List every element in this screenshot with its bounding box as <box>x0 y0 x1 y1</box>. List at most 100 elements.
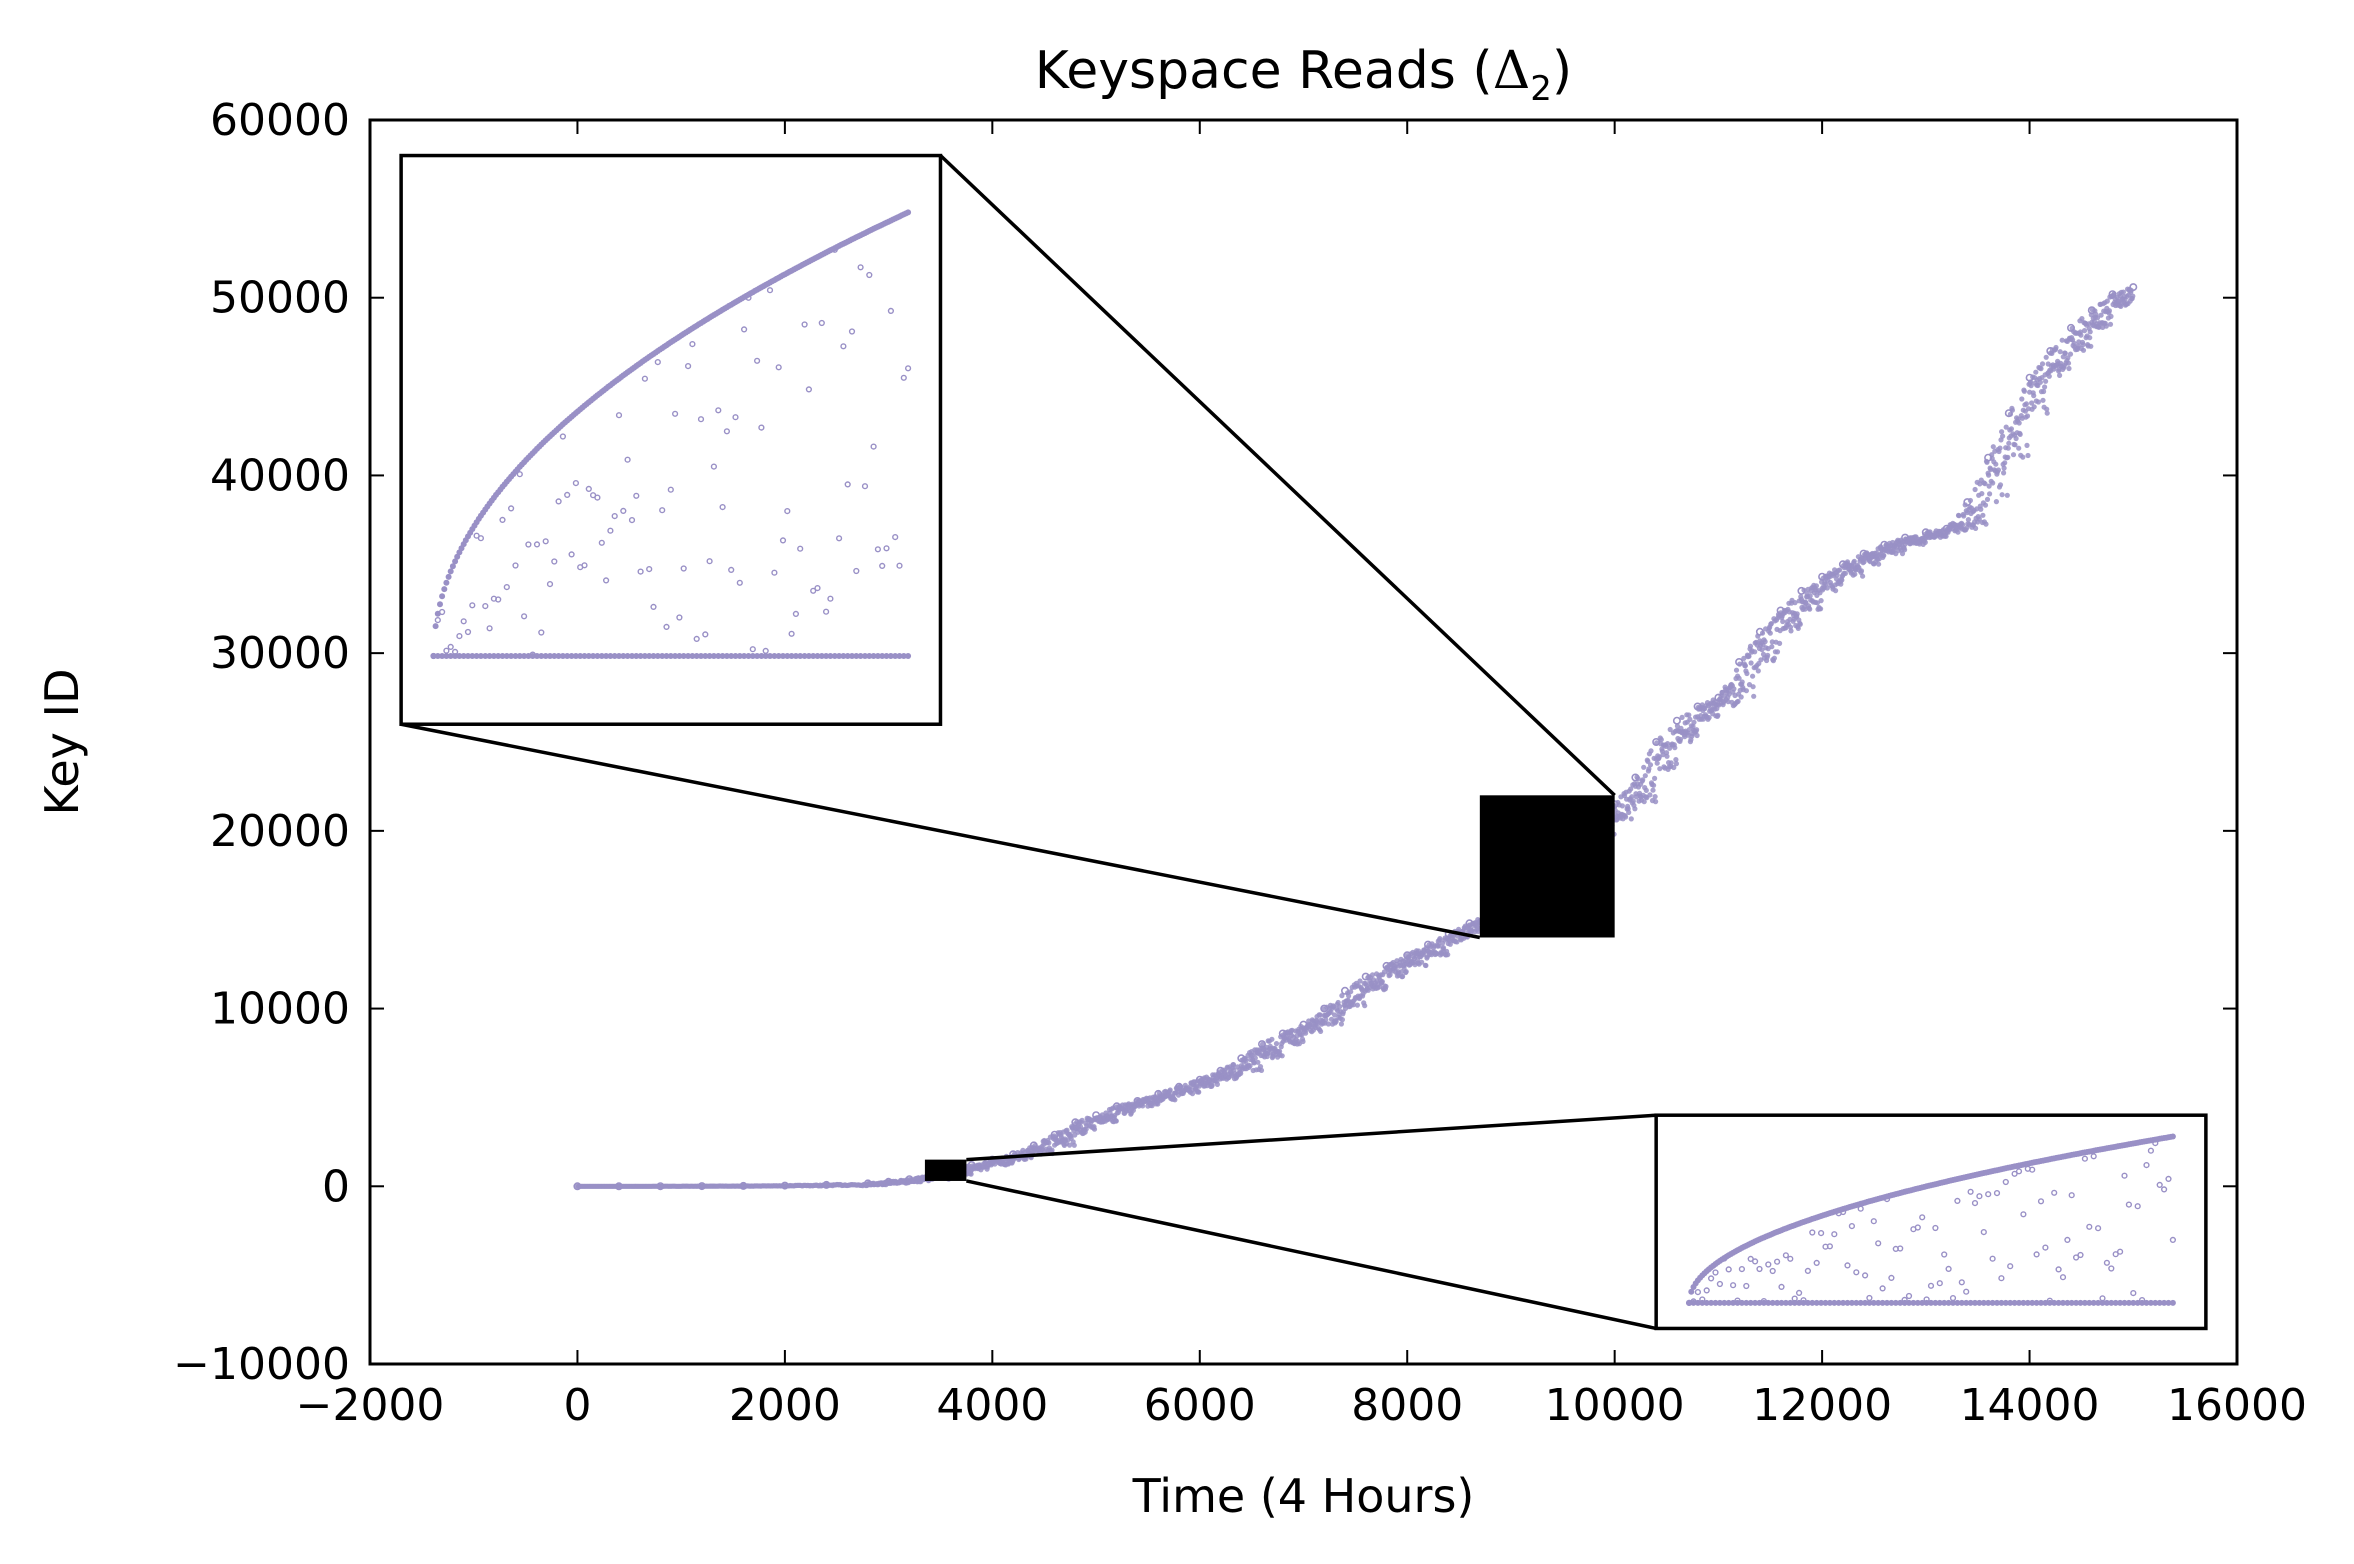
data-point-density <box>2017 431 2023 437</box>
inset-point <box>1998 1275 2005 1282</box>
data-point-density <box>2065 360 2072 366</box>
data-point-density <box>1792 600 1798 606</box>
data-point-density <box>1956 513 1962 519</box>
inset-point <box>508 505 515 512</box>
inset-point <box>2024 1299 2031 1306</box>
data-point-density <box>1642 773 1648 779</box>
data-point-density <box>2006 440 2012 446</box>
inset-point <box>2165 1299 2172 1306</box>
inset-point <box>805 653 812 659</box>
inset-point <box>512 562 519 569</box>
inset-point <box>1866 1299 1873 1306</box>
inset-point <box>1782 1252 1790 1259</box>
inset-point <box>861 483 869 490</box>
data-point-density <box>1619 803 1625 809</box>
data-point-density <box>1997 445 2003 451</box>
inset-point <box>680 565 687 572</box>
inset-point <box>2143 1299 2150 1306</box>
inset-point <box>629 653 635 659</box>
inset-point <box>801 653 808 659</box>
inset-point <box>1804 1299 1811 1306</box>
inset-point <box>460 653 467 659</box>
inset-point <box>2002 1178 2009 1186</box>
inset-point <box>671 410 679 417</box>
inset-point <box>904 365 912 372</box>
inset-point <box>1769 1267 1776 1275</box>
data-point-density <box>2033 369 2039 375</box>
inset-point <box>607 653 614 659</box>
inset-point <box>723 653 730 659</box>
data-point-density <box>2016 420 2022 426</box>
data-point-density <box>1818 606 1824 612</box>
data-point-density <box>1976 516 1982 522</box>
inset-point <box>1699 1296 1706 1303</box>
inset-point <box>1875 1299 1882 1306</box>
inset-point <box>749 646 756 653</box>
inset-point <box>784 508 791 515</box>
data-point-density <box>1769 644 1775 650</box>
inset-point <box>2103 1259 2111 1266</box>
inset-frame <box>399 153 943 726</box>
inset-point <box>2051 1189 2058 1196</box>
inset-point <box>2015 1168 2023 1175</box>
data-point-density <box>1833 588 1839 594</box>
data-point-density <box>1648 748 1654 754</box>
inset-point <box>449 563 456 570</box>
data-point-density <box>1189 1091 1196 1097</box>
inset-point <box>1950 1299 1956 1306</box>
data-point-density <box>1943 533 1949 539</box>
inset-point <box>715 407 722 414</box>
inset-point <box>1976 1299 1983 1306</box>
zoom-connector-line <box>966 1179 1657 1331</box>
inset-point <box>1945 1265 1952 1273</box>
inset-point <box>728 566 735 574</box>
data-point-density <box>2037 379 2043 385</box>
inset-point <box>736 579 743 586</box>
data-point-density <box>2008 426 2014 432</box>
data-point-density <box>2010 452 2017 458</box>
data-layer <box>573 283 2138 1191</box>
data-point-density <box>2130 293 2136 299</box>
inset-point <box>1773 1258 1781 1265</box>
inset-point <box>551 653 558 659</box>
inset-point <box>831 653 838 659</box>
inset-point <box>1734 1297 1741 1304</box>
data-point-density <box>1902 547 1908 553</box>
data-point-density <box>1317 1012 1323 1018</box>
inset-point <box>844 481 851 488</box>
data-point-density <box>2046 373 2052 379</box>
x-tick-label: 14000 <box>1960 1380 2100 1431</box>
inset-point <box>646 565 653 573</box>
inset-point <box>2033 1251 2040 1258</box>
inset-point <box>1941 1251 1948 1258</box>
inset-point <box>1906 1299 1912 1306</box>
inset-point <box>1826 1299 1833 1306</box>
inset-point <box>611 512 618 520</box>
data-point-density <box>2039 361 2046 367</box>
inset-point <box>1963 1299 1970 1306</box>
data-point-density <box>1742 663 1748 669</box>
inset-point <box>779 537 787 544</box>
data-point-density <box>1167 1087 1173 1093</box>
data-point-density <box>1978 506 1984 512</box>
inset-point <box>2095 1299 2102 1306</box>
data-point-density <box>2087 329 2093 335</box>
data-point-density <box>2043 378 2049 384</box>
data-point-density <box>1113 1118 1119 1124</box>
inset-point <box>2002 1299 2009 1306</box>
data-point-density <box>1858 568 1865 574</box>
data-point-density <box>1635 776 1641 782</box>
inset-point <box>1910 1299 1917 1306</box>
inset-point <box>2064 1236 2071 1244</box>
inset-point <box>594 494 601 501</box>
inset-point <box>499 653 506 659</box>
inset-point <box>1708 1299 1715 1306</box>
data-point-density <box>1403 969 1409 975</box>
data-point-density <box>1746 653 1752 659</box>
inset-point <box>905 653 912 659</box>
inset-point <box>1923 1296 1930 1303</box>
inset-point <box>2125 1299 2132 1306</box>
data-point-density <box>2108 313 2114 319</box>
data-point-density <box>1750 673 1756 679</box>
inset-point <box>857 653 864 659</box>
